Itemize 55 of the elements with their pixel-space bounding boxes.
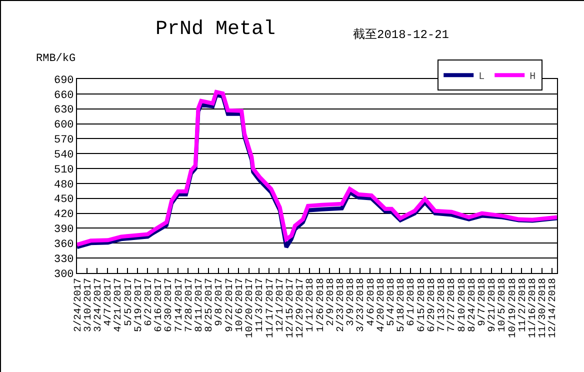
y-tick-label: 390 <box>54 224 74 236</box>
x-tick-label: 3/24/2017 <box>92 278 104 332</box>
x-tick-label: 4/20/2018 <box>375 278 388 332</box>
x-tick-label: 11/2/2018 <box>516 278 529 332</box>
y-tick-label: 570 <box>54 134 74 147</box>
y-tick-label: 300 <box>54 268 74 281</box>
y-tick-label: 330 <box>54 254 74 266</box>
x-tick-label: 12/1/2017 <box>274 278 286 332</box>
x-tick-label: 6/30/2017 <box>163 278 176 332</box>
x-tick-label: 4/6/2018 <box>365 278 378 326</box>
chart-title: PrNd Metal <box>155 18 276 42</box>
x-tick-label: 11/16/2018 <box>526 278 539 338</box>
x-tick-label: 1/26/2018 <box>314 278 327 332</box>
x-tick-label: 2/23/2018 <box>334 278 347 332</box>
x-tick-label: 9/8/2017 <box>214 278 226 326</box>
x-tick-label: 4/21/2017 <box>112 278 125 332</box>
y-tick-label: 660 <box>54 90 74 102</box>
x-tick-label: 1/12/2018 <box>304 278 317 332</box>
x-tick-label: 5/5/2017 <box>122 278 135 326</box>
x-tick-label: 10/19/2018 <box>506 278 519 338</box>
y-tick-label: 510 <box>54 164 74 176</box>
y-tick-label: 690 <box>54 74 74 87</box>
y-tick-label: 360 <box>54 239 74 251</box>
chart-subtitle: 截至2018-12-21 <box>353 28 450 42</box>
x-tick-label: 7/28/2017 <box>183 278 196 332</box>
x-tick-label: 10/5/2018 <box>496 278 509 332</box>
x-tick-label: 11/17/2017 <box>264 278 276 338</box>
x-tick-label: 6/1/2018 <box>406 278 418 326</box>
x-tick-label: 2/24/2017 <box>72 278 84 332</box>
y-axis-title: RMB/kG <box>36 53 76 65</box>
x-tick-label: 8/10/2018 <box>456 278 468 332</box>
x-tick-label: 6/15/2018 <box>416 278 428 332</box>
x-tick-label: 8/24/2018 <box>466 278 478 332</box>
x-tick-label: 5/19/2017 <box>132 278 145 332</box>
y-tick-label: 630 <box>54 104 74 117</box>
x-tick-label: 6/2/2017 <box>142 278 155 326</box>
x-tick-label: 9/22/2017 <box>224 278 236 332</box>
x-tick-label: 12/14/2018 <box>547 278 560 338</box>
y-tick-label: 540 <box>54 149 74 162</box>
x-tick-label: 7/27/2018 <box>446 278 458 332</box>
x-tick-label: 3/10/2017 <box>82 278 94 332</box>
y-tick-label: 600 <box>54 120 74 132</box>
x-tick-label: 2/9/2018 <box>324 278 337 326</box>
y-tick-label: 450 <box>54 194 74 206</box>
legend-label: H <box>530 72 536 83</box>
y-tick-label: 480 <box>54 179 74 192</box>
x-tick-label: 11/3/2017 <box>254 278 266 332</box>
x-tick-label: 6/29/2018 <box>426 278 438 332</box>
y-tick-label: 420 <box>54 209 74 222</box>
x-tick-label: 10/6/2017 <box>234 278 246 332</box>
x-tick-label: 12/15/2017 <box>284 278 296 338</box>
x-tick-label: 7/14/2017 <box>173 278 186 332</box>
x-tick-label: 3/23/2018 <box>355 278 368 332</box>
legend-label: L <box>478 72 485 83</box>
x-tick-label: 9/7/2018 <box>476 278 488 326</box>
